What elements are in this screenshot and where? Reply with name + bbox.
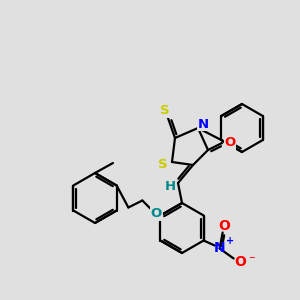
Text: S: S	[160, 104, 170, 118]
Text: N: N	[214, 242, 226, 256]
Text: O: O	[235, 254, 247, 268]
Text: N: N	[197, 118, 208, 130]
Text: O: O	[224, 136, 236, 149]
Text: S: S	[158, 158, 168, 170]
Text: H: H	[164, 181, 175, 194]
Text: O: O	[151, 207, 162, 220]
Text: ⁻: ⁻	[249, 254, 255, 268]
Text: O: O	[219, 218, 231, 233]
Text: +: +	[226, 236, 234, 245]
